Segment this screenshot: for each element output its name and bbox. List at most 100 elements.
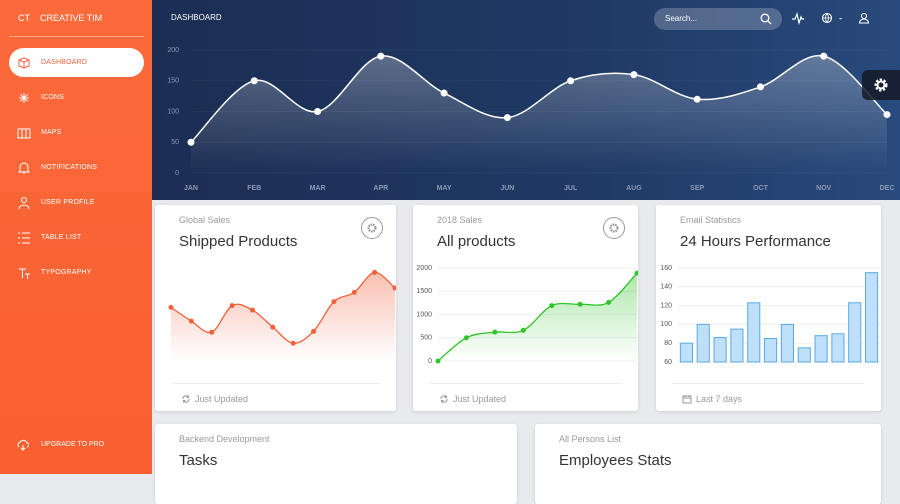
card-category: Backend Development	[179, 434, 270, 444]
x-tick-label: JAN	[184, 185, 198, 192]
nav-item[interactable]: USER PROFILE	[9, 188, 144, 217]
x-tick-label: NOV	[816, 185, 832, 192]
point	[290, 340, 296, 346]
x-tick-label: JUL	[564, 185, 578, 192]
card-footer: Just Updated	[195, 394, 249, 404]
card-category: All Persons List	[559, 434, 622, 444]
x-tick-label: FEB	[247, 185, 261, 192]
nav-icon	[19, 268, 30, 279]
brand[interactable]: CREATIVE TIM	[40, 13, 103, 23]
point	[693, 95, 701, 103]
nav-item[interactable]: DASHBOARD	[9, 48, 144, 77]
nav-label: DASHBOARD	[41, 59, 88, 66]
card: 60 80 100 120 140 160 Email Statistics 24 Hours…	[656, 205, 881, 411]
nav-item[interactable]: MAPS	[9, 118, 144, 147]
card-divider	[171, 383, 380, 384]
bar	[764, 338, 778, 363]
card-category: Email Statistics	[680, 215, 742, 225]
card-settings[interactable]	[360, 216, 384, 240]
card-title: Employees Stats	[559, 452, 672, 469]
settings-toggle[interactable]	[862, 70, 900, 100]
point	[331, 299, 337, 305]
logo[interactable]: CT	[18, 13, 30, 23]
card-divider	[672, 383, 865, 384]
card: Backend Development Tasks	[155, 424, 517, 504]
card: 0 500 1000 1500 2000 2018 Sales All products Ju…	[413, 205, 638, 411]
line	[190, 55, 888, 143]
gear-icon	[874, 78, 888, 92]
bar	[831, 333, 845, 363]
point	[372, 269, 378, 275]
x-tick-label: AUG	[626, 185, 642, 192]
bar	[865, 272, 879, 363]
area	[171, 272, 395, 361]
point	[249, 307, 255, 313]
y-tick-label: 1500	[416, 288, 432, 295]
point	[630, 71, 638, 79]
y-tick-label: 2000	[416, 265, 432, 272]
y-tick-label: 140	[660, 284, 672, 291]
card-settings[interactable]	[602, 216, 626, 240]
nav-item[interactable]: ICONS	[9, 83, 144, 112]
bar	[848, 302, 862, 363]
nav-item[interactable]: NOTIFICATIONS	[9, 153, 144, 182]
card-chart	[168, 269, 396, 361]
line	[437, 272, 638, 362]
point	[440, 89, 448, 97]
footer-icon	[440, 395, 448, 403]
point	[567, 77, 575, 85]
icon-shape	[18, 57, 30, 69]
nav-label: TYPOGRAPHY	[41, 269, 92, 276]
area	[191, 55, 887, 174]
bar	[780, 323, 794, 363]
nav-icon	[18, 196, 30, 210]
card-category: 2018 Sales	[437, 215, 483, 225]
bar	[747, 302, 761, 363]
nav-icon	[19, 93, 29, 103]
x-tick-label: MAY	[437, 185, 452, 192]
x-tick-label: MAR	[310, 185, 326, 192]
button-ring	[361, 217, 383, 239]
point	[820, 52, 828, 60]
card-chart: 60 80 100 120 140 160	[660, 265, 880, 366]
nav-item[interactable]: TYPOGRAPHY	[9, 258, 144, 287]
nav-icon	[18, 232, 30, 244]
y-tick-label: 1000	[416, 311, 432, 318]
upgrade-text: UPGRADE TO PRO	[41, 441, 105, 448]
y-tick-label: 120	[660, 302, 672, 309]
point	[270, 324, 276, 330]
y-tick-label: 60	[664, 359, 672, 366]
y-tick-label: 160	[660, 265, 672, 272]
y-tick-label: 80	[664, 340, 672, 347]
bar	[679, 342, 693, 363]
icon-shape	[682, 395, 692, 404]
point	[435, 358, 441, 364]
point	[492, 329, 498, 335]
search-placeholder: Search...	[665, 14, 698, 23]
card: Global Sales Shipped Products Just Updated	[155, 205, 396, 411]
y-tick-label: 100	[167, 108, 179, 115]
gear	[609, 223, 619, 233]
x-tick-label: JUN	[500, 185, 514, 192]
search[interactable]: Search...	[654, 8, 782, 30]
bar	[797, 347, 811, 363]
nav-item[interactable]: TABLE LIST	[9, 223, 144, 252]
icon-shape	[19, 268, 30, 279]
point	[392, 285, 396, 291]
navbar-icons[interactable]	[790, 9, 900, 29]
upgrade[interactable]: UPGRADE TO PRO	[17, 438, 147, 452]
card-title: Tasks	[179, 452, 218, 469]
point	[311, 328, 317, 334]
y-tick-label: 200	[167, 47, 179, 54]
y-tick-label: 500	[420, 335, 432, 342]
icon-shape	[19, 93, 29, 103]
nav-icon	[17, 162, 31, 174]
nav-icon	[17, 128, 31, 139]
point	[188, 318, 194, 324]
point	[606, 299, 612, 305]
point	[168, 304, 174, 310]
card-title: All products	[437, 233, 516, 250]
y-tick-label: 100	[660, 321, 672, 328]
icon-shape	[18, 196, 30, 210]
point	[577, 301, 583, 307]
